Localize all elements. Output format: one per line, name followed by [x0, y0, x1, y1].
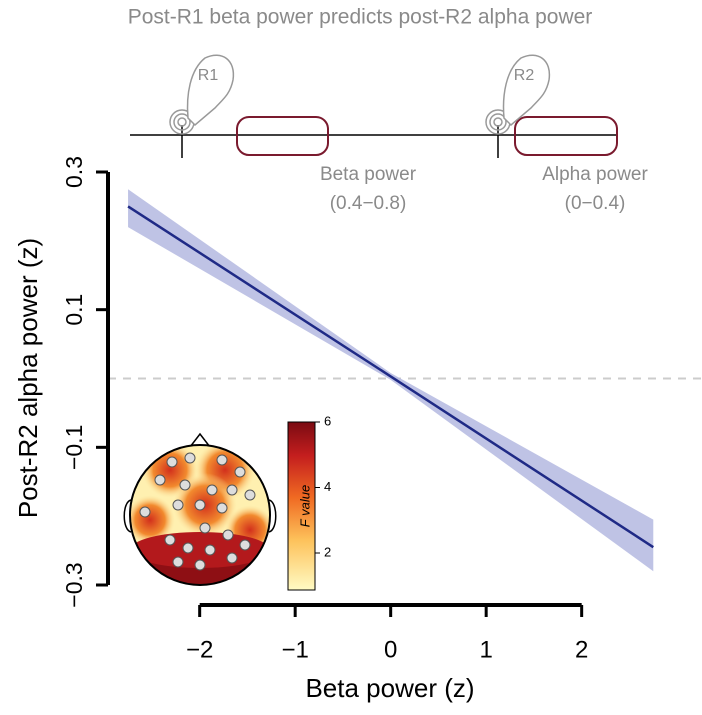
colorbar-tick-label: 6	[324, 413, 331, 428]
y-tick-label: 0.3	[61, 156, 87, 188]
x-tick-label: 0	[384, 636, 397, 663]
regression-line	[127, 205, 654, 549]
y-tick-label: −0.3	[61, 562, 87, 607]
x-axis-label: Beta power (z)	[305, 673, 474, 703]
chart-title: Post-R1 beta power predicts post-R2 alph…	[128, 6, 593, 29]
y-tick-label: −0.1	[61, 425, 87, 470]
colorbar-tick-label: 4	[324, 479, 331, 494]
window-label: Beta power	[320, 164, 417, 185]
confidence-band	[128, 189, 654, 572]
response-label: R1	[198, 67, 219, 84]
x-tick-label: −1	[281, 636, 308, 663]
timeline: R1 R2 Beta power (0.4−0.8) Alpha power (…	[130, 54, 648, 214]
x-tick-label: −2	[186, 636, 213, 663]
colorbar-label: F value	[297, 485, 312, 527]
y-tick-label: 0.1	[61, 294, 87, 326]
window-label: Alpha power	[542, 164, 648, 185]
response-label: R2	[514, 67, 535, 84]
window-range: (0.4−0.8)	[330, 193, 407, 214]
y-axis-label: Post-R2 alpha power (z)	[13, 238, 43, 518]
colorbar-tick-label: 2	[324, 544, 331, 559]
x-tick-label: 2	[575, 636, 588, 663]
topoplot	[123, 421, 316, 591]
x-tick-label: 1	[479, 636, 492, 663]
window-range: (0−0.4)	[565, 193, 626, 214]
